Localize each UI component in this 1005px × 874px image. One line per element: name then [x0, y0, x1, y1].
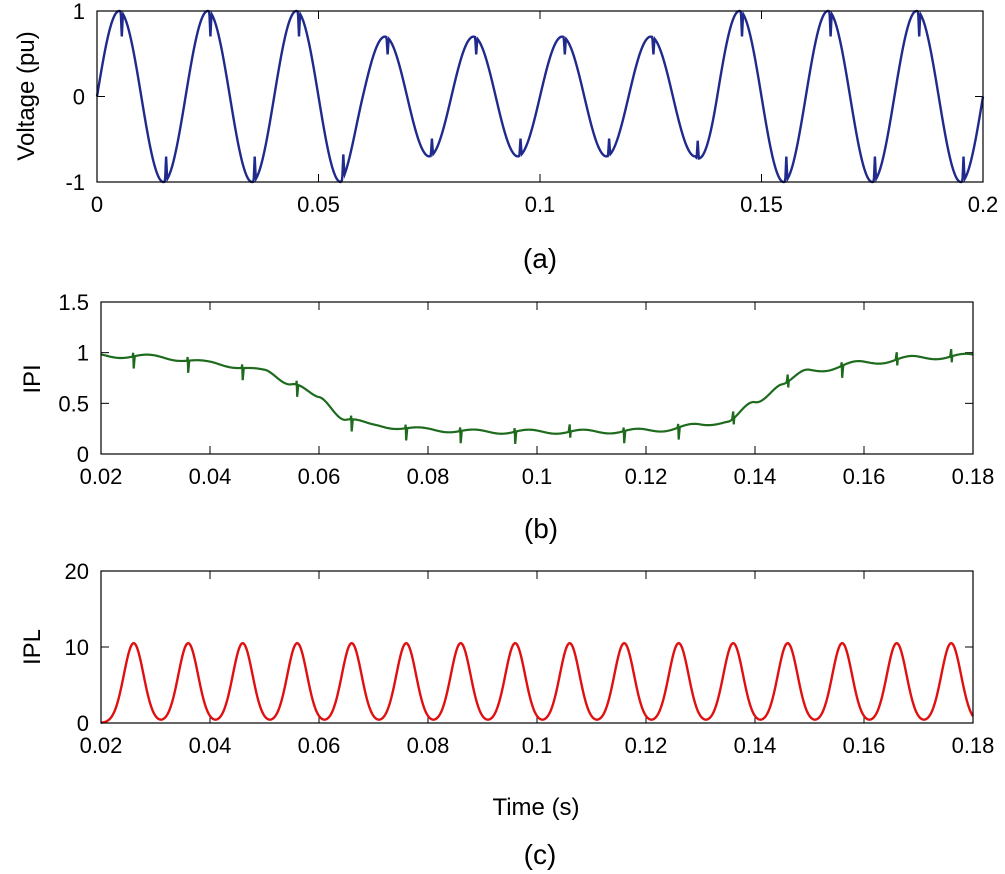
panel-c-ytick-label: 10 — [65, 635, 89, 660]
panel-b-ytick-label: 0.5 — [58, 391, 89, 416]
panel-c-xtick-label: 0.16 — [843, 733, 886, 758]
panel-c-xlabel: Time (s) — [492, 794, 579, 821]
panel-b-xtick-label: 0.02 — [80, 464, 123, 489]
panel-b-xtick-label: 0.04 — [189, 464, 232, 489]
panel-c-axes-frame — [100, 570, 974, 724]
panel-b-xtick-label: 0.08 — [407, 464, 450, 489]
panel-c-ylabel: IPL — [19, 629, 46, 665]
panel-c-xtick-label: 0.04 — [189, 733, 232, 758]
panel-c-xtick-label: 0.08 — [407, 733, 450, 758]
voltage-series-line — [95, 9, 985, 184]
panel-b-ytick-label: 1 — [77, 341, 89, 366]
panel-b-caption: (b) — [524, 513, 558, 544]
panel-a-ytick-label: -1 — [65, 170, 85, 195]
panel-c-ipl: IPL 0.02 0.04 0.06 0.08 0.1 0.12 0.14 0.16 0.18 0… — [19, 559, 994, 870]
panel-b-xtick-label: 0.14 — [734, 464, 777, 489]
panel-a-xtick-label: 0.15 — [740, 192, 783, 217]
panel-c-caption: (c) — [524, 839, 557, 870]
panel-a-ytick-label: 1 — [73, 0, 85, 24]
panel-a-xtick-label: 0.2 — [968, 192, 999, 217]
panel-a-xtick-label: 0.1 — [525, 192, 556, 217]
panel-c-xtick-label: 0.1 — [522, 733, 553, 758]
panel-a-xtick-label: 0 — [91, 192, 103, 217]
panel-a-axes-frame — [96, 10, 984, 183]
panel-a-ylabel: Voltage (pu) — [13, 31, 40, 160]
ipi-series-line — [100, 348, 974, 444]
panel-b-ipi: IPI 0.02 0.04 0.06 0.08 0.1 0.12 0.14 0.16 0.18 0… — [19, 290, 994, 544]
panel-c-ytick-label: 0 — [77, 711, 89, 736]
panel-a-ytick-label: 0 — [73, 85, 85, 110]
panel-b-xtick-label: 0.1 — [522, 464, 553, 489]
panel-c-xtick-label: 0.02 — [80, 733, 123, 758]
ipl-series-line — [100, 641, 975, 724]
panel-b-ytick-label: 0 — [77, 442, 89, 467]
panel-b-xtick-label: 0.12 — [625, 464, 668, 489]
panel-a-caption: (a) — [523, 243, 557, 274]
panel-b-ytick-label: 1.5 — [58, 290, 89, 315]
panel-b-xtick-label: 0.06 — [298, 464, 341, 489]
panel-b-xtick-label: 0.16 — [843, 464, 886, 489]
panel-a-voltage: Voltage (pu) 0 0.05 0.1 0.15 0.2-101 (a) — [13, 0, 998, 274]
panel-b-axes-frame — [100, 301, 974, 455]
panel-b-ylabel: IPI — [19, 364, 46, 393]
panel-c-xtick-label: 0.14 — [734, 733, 777, 758]
panel-a-xtick-label: 0.05 — [297, 192, 340, 217]
panel-b-xtick-label: 0.18 — [952, 464, 995, 489]
panel-c-xtick-label: 0.06 — [298, 733, 341, 758]
panel-c-xtick-label: 0.18 — [952, 733, 995, 758]
panel-c-ytick-label: 20 — [65, 559, 89, 584]
panel-c-xtick-label: 0.12 — [625, 733, 668, 758]
